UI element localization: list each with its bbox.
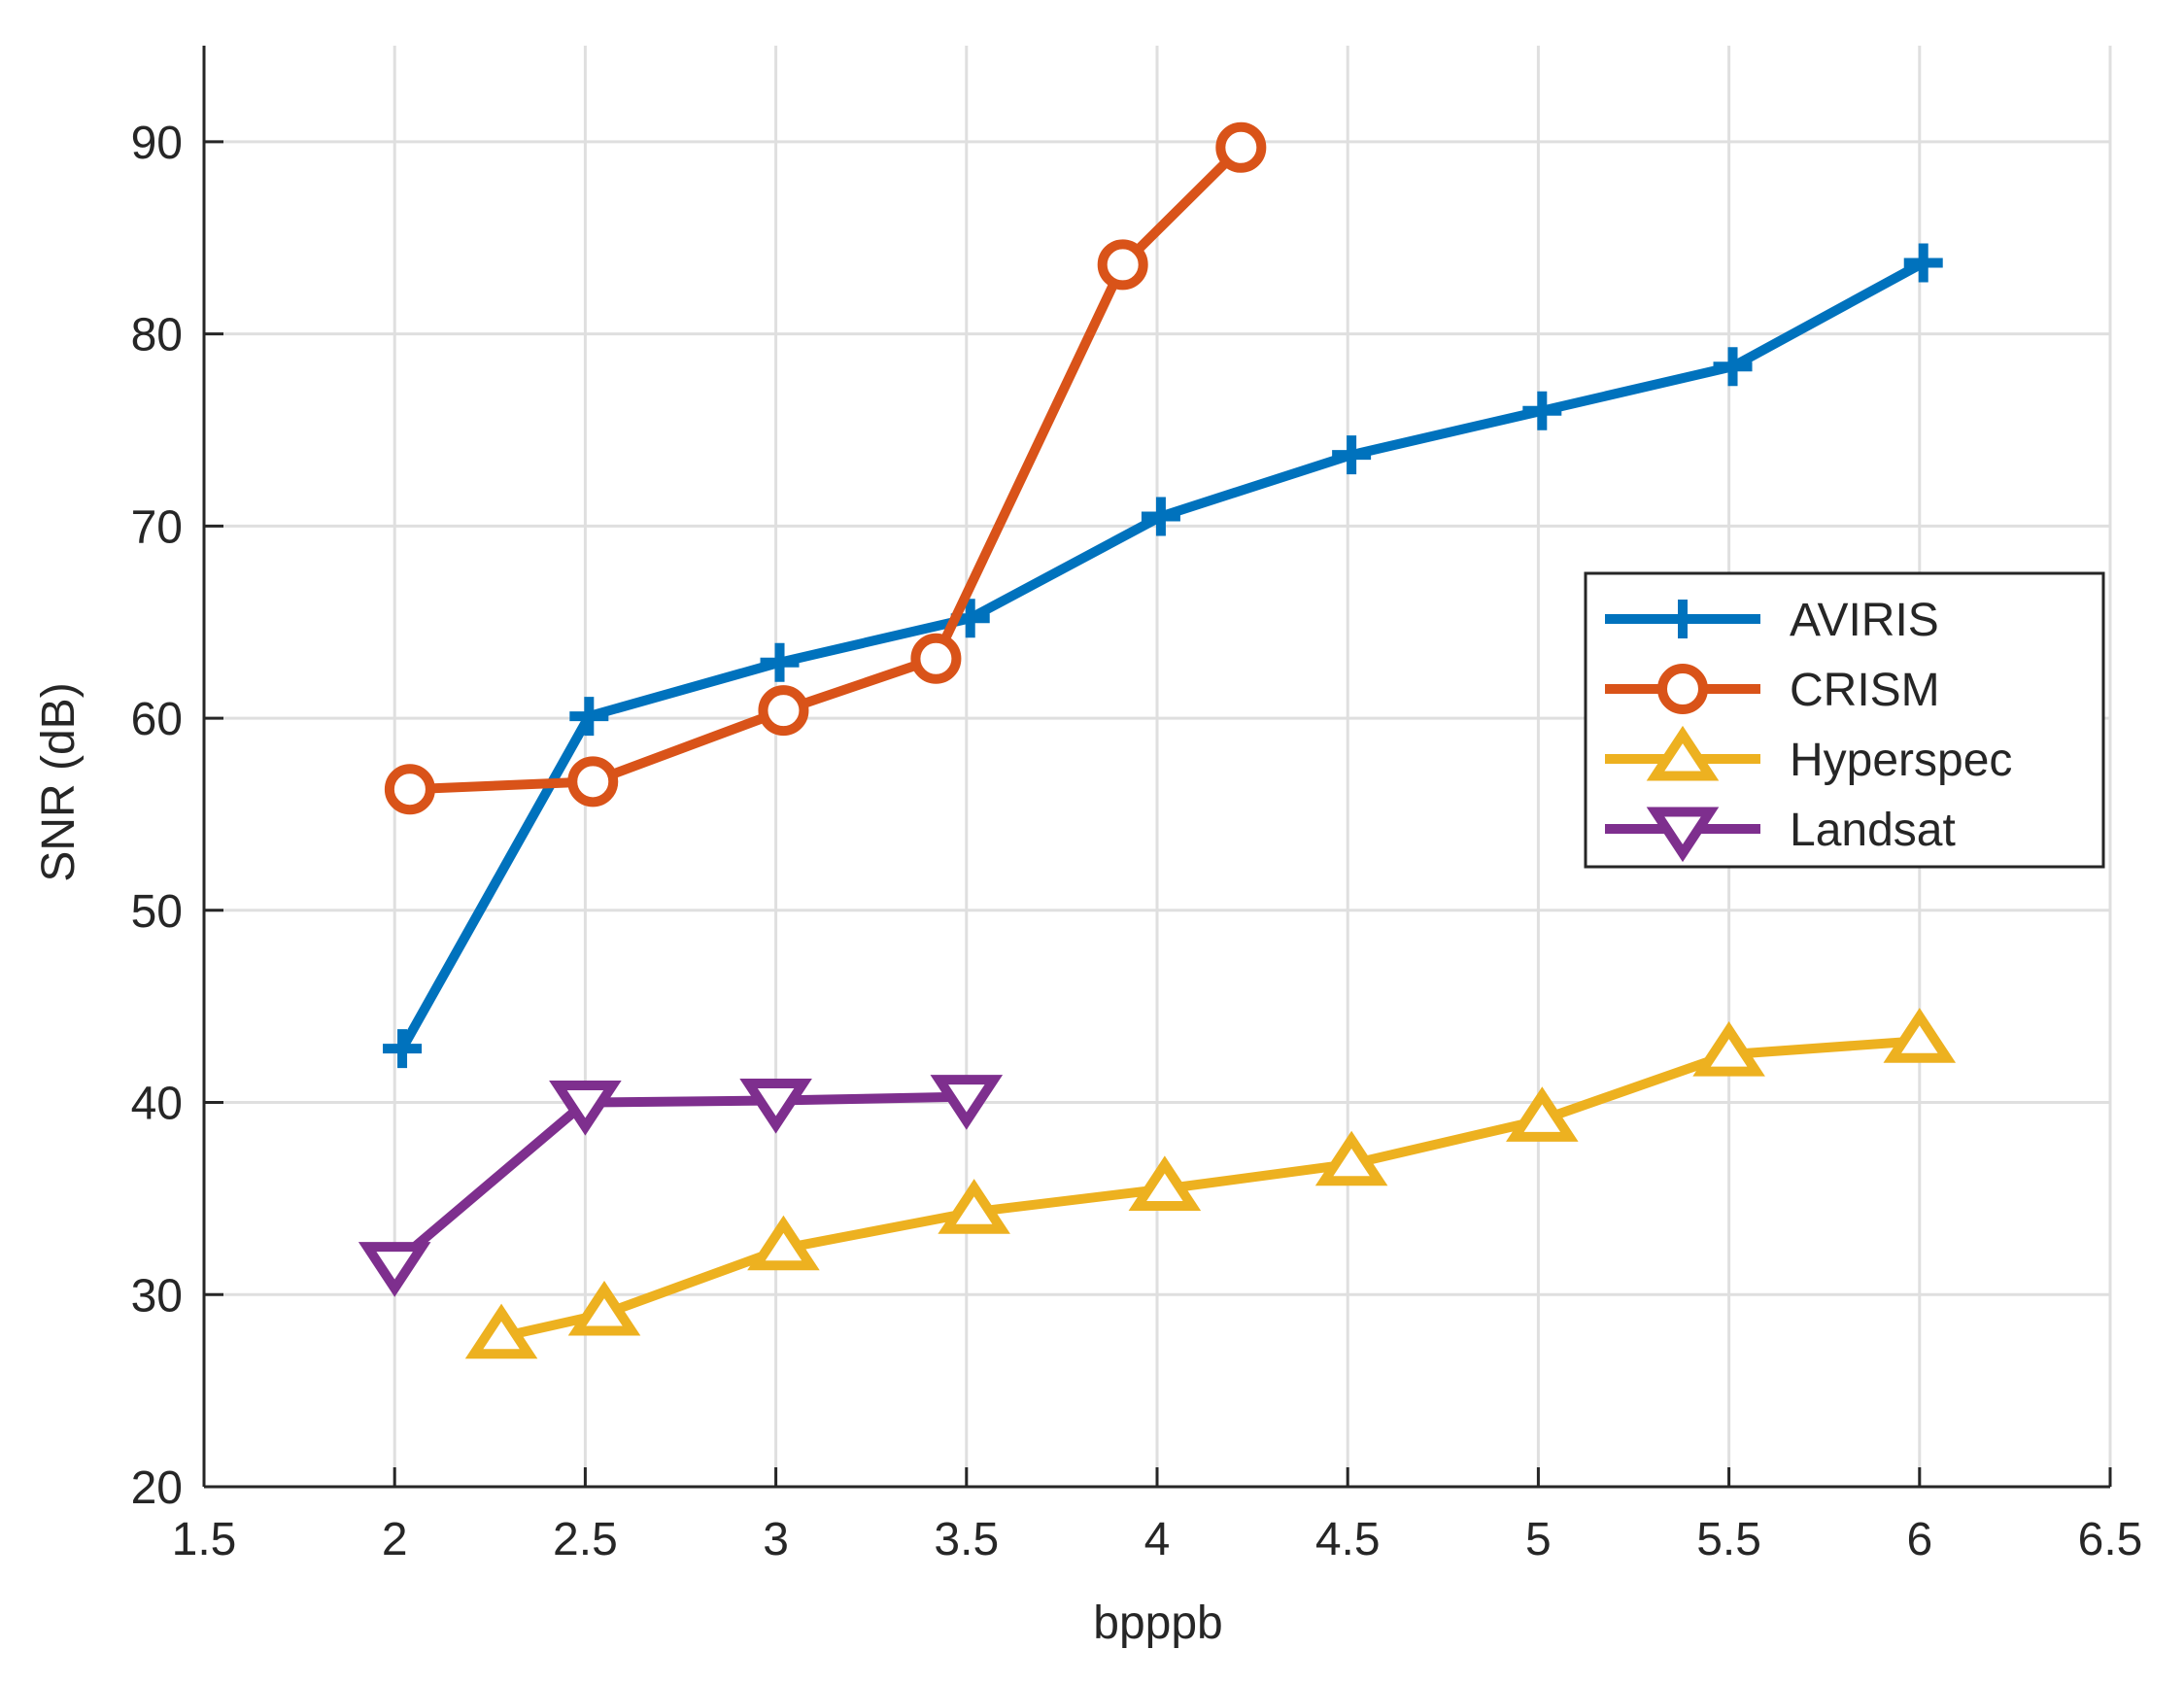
data-point-hyperspec-6 — [1506, 1086, 1579, 1142]
data-point-aviris-6 — [1522, 391, 1562, 430]
legend-entry-crism: CRISM — [1605, 664, 1940, 716]
data-point-crism-3 — [910, 633, 962, 684]
data-point-hyperspec-2 — [747, 1215, 820, 1271]
legend-marker-aviris — [1663, 600, 1702, 638]
data-point-hyperspec-5 — [1314, 1130, 1388, 1186]
data-series — [358, 121, 1957, 1359]
legend-entry-landsat: Landsat — [1605, 805, 1956, 863]
data-point-hyperspec-8 — [1883, 1008, 1957, 1063]
y-tick-label-7: 90 — [131, 118, 183, 169]
x-axis-label: bpppb — [1093, 1598, 1222, 1649]
data-point-landsat-0 — [358, 1242, 431, 1297]
data-point-crism-1 — [567, 756, 619, 808]
legend: AVIRIS CRISM Hyperspec Landsat — [1584, 571, 2105, 869]
data-point-aviris-2 — [760, 642, 800, 682]
x-tick-label-0: 1.5 — [172, 1514, 237, 1565]
y-tick-label-4: 60 — [131, 694, 183, 745]
legend-label-landsat: Landsat — [1790, 805, 1956, 856]
x-tick-label-9: 6 — [1906, 1514, 1932, 1565]
data-point-hyperspec-4 — [1128, 1155, 1202, 1212]
data-point-landsat-3 — [930, 1075, 1004, 1130]
x-tick-label-5: 4 — [1144, 1514, 1171, 1565]
data-point-crism-5 — [1215, 121, 1267, 173]
data-point-landsat-1 — [549, 1081, 622, 1136]
y-tick-label-1: 30 — [131, 1270, 183, 1322]
data-point-hyperspec-7 — [1692, 1021, 1765, 1077]
legend-label-aviris: AVIRIS — [1790, 595, 1939, 646]
legend-marker-landsat — [1646, 807, 1720, 863]
data-point-crism-4 — [1097, 239, 1148, 291]
data-point-hyperspec-1 — [567, 1280, 641, 1336]
data-point-aviris-7 — [1713, 347, 1753, 387]
series-aviris — [383, 243, 1943, 1069]
x-tick-label-8: 5.5 — [1696, 1514, 1761, 1565]
x-tick-label-7: 5 — [1525, 1514, 1552, 1565]
x-tick-label-6: 4.5 — [1315, 1514, 1381, 1565]
y-tick-label-2: 40 — [131, 1079, 183, 1130]
series-line-landsat — [391, 1091, 967, 1268]
data-point-aviris-4 — [1141, 497, 1180, 536]
y-tick-label-3: 50 — [131, 886, 183, 938]
legend-marker-crism — [1657, 664, 1708, 714]
legend-label-hyperspec: Hyperspec — [1790, 735, 2012, 786]
legend-entry-hyperspec: Hyperspec — [1605, 725, 2012, 786]
x-tick-label-2: 2.5 — [553, 1514, 618, 1565]
data-point-aviris-0 — [383, 1029, 423, 1069]
series-crism — [384, 121, 1267, 815]
data-point-landsat-2 — [739, 1079, 812, 1134]
legend-entry-aviris: AVIRIS — [1605, 595, 1939, 646]
y-axis-label: SNR (dB) — [33, 682, 85, 881]
data-point-hyperspec-3 — [938, 1179, 1010, 1234]
data-point-crism-2 — [758, 685, 809, 737]
legend-marker-hyperspec — [1646, 725, 1720, 781]
x-tick-label-3: 3 — [763, 1514, 789, 1565]
y-tick-label-5: 70 — [131, 501, 183, 553]
axes — [202, 46, 2112, 1489]
data-point-aviris-1 — [569, 697, 609, 737]
series-hyperspec — [464, 1008, 1957, 1359]
y-tick-label-6: 80 — [131, 310, 183, 361]
series-line-crism — [409, 144, 1245, 795]
data-point-aviris-8 — [1903, 243, 1943, 283]
y-tick-label-0: 20 — [131, 1462, 183, 1514]
data-point-aviris-5 — [1332, 435, 1372, 475]
series-landsat — [358, 1075, 1004, 1297]
data-point-hyperspec-0 — [464, 1303, 538, 1359]
tick-labels: 1.5 2 2.5 3 3.5 4 4.5 5 5.5 6 6.5 20 30 40 50 60 70 80 90 — [131, 118, 2143, 1565]
x-tick-label-10: 6.5 — [2078, 1514, 2143, 1565]
x-tick-label-4: 3.5 — [934, 1514, 999, 1565]
x-tick-label-1: 2 — [382, 1514, 408, 1565]
data-point-crism-0 — [384, 764, 435, 815]
legend-label-crism: CRISM — [1790, 665, 1940, 716]
